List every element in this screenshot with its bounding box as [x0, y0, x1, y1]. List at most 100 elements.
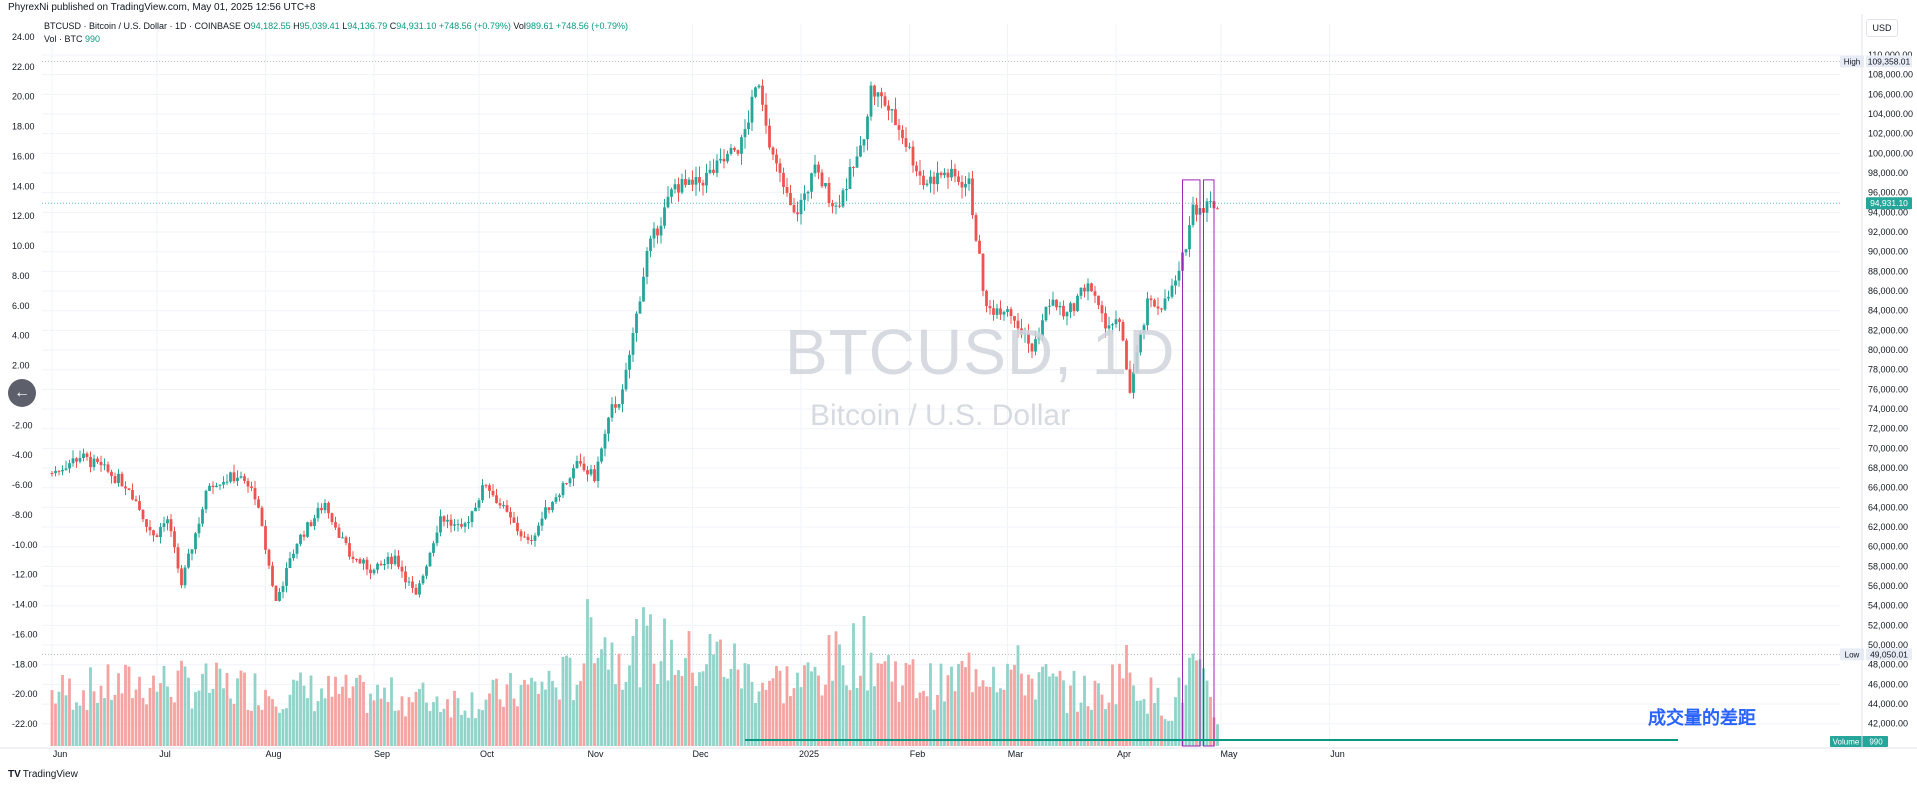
candle-body — [351, 556, 355, 560]
candle-body — [670, 189, 673, 197]
candle-body — [264, 526, 267, 550]
volume-bar — [271, 699, 274, 746]
back-arrow-button[interactable]: ← — [8, 379, 36, 407]
volume-bar — [1051, 673, 1055, 746]
volume-bar — [183, 666, 187, 746]
volume-bar — [635, 619, 638, 746]
legend-volume-value: 990 — [85, 34, 101, 44]
right-axis-tick: 46,000.00 — [1868, 679, 1908, 689]
candle-body — [1002, 311, 1006, 315]
volume-bar — [845, 685, 848, 746]
volume-bar — [743, 663, 747, 746]
candle-body — [1114, 319, 1118, 325]
volume-bar — [603, 637, 607, 746]
candle-body — [1051, 299, 1055, 306]
candle-body — [859, 145, 862, 157]
volume-bar — [218, 668, 222, 746]
volume-bar — [495, 678, 498, 746]
candle-body — [267, 549, 271, 566]
volume-bar — [537, 693, 540, 746]
volume-bar — [124, 664, 127, 746]
right-axis-tick: 84,000.00 — [1868, 306, 1908, 316]
volume-bar — [610, 642, 614, 746]
x-axis-label: Apr — [1117, 749, 1131, 759]
low-tag: Low — [1845, 650, 1860, 659]
candle-body — [908, 146, 911, 148]
candle-body — [1069, 303, 1072, 313]
candle-body — [1076, 295, 1079, 312]
volume-bar — [505, 684, 509, 746]
x-axis-label: 2025 — [799, 749, 819, 759]
candle-body — [180, 568, 183, 586]
currency-button[interactable]: USD — [1866, 19, 1898, 37]
volume-bar — [1118, 663, 1121, 746]
volume-bar — [554, 687, 558, 746]
volume-bar — [278, 712, 281, 746]
volume-bar — [855, 687, 859, 746]
volume-bar — [880, 663, 883, 746]
candle-body — [890, 109, 894, 111]
volume-bar — [1065, 713, 1069, 746]
candle-body — [141, 509, 145, 520]
candle-body — [85, 453, 89, 458]
right-axis-tick: 54,000.00 — [1868, 601, 1908, 611]
volume-bar — [729, 668, 733, 746]
volume-bar — [75, 702, 78, 746]
candle-body — [1191, 204, 1195, 226]
volume-bar — [253, 673, 257, 746]
volume-bar — [897, 701, 901, 746]
volume-bar — [1083, 675, 1086, 746]
left-axis-tick: -2.00 — [12, 420, 33, 430]
right-axis-tick: 92,000.00 — [1868, 227, 1908, 237]
volume-bar — [908, 664, 911, 746]
right-axis-tick: 100,000.00 — [1868, 148, 1913, 158]
candle-body — [582, 463, 586, 471]
legend-title[interactable]: BTCUSD · Bitcoin / U.S. Dollar · 1D · CO… — [44, 21, 242, 31]
candle-body — [558, 495, 561, 498]
volume-bar — [992, 666, 995, 746]
volume-bar — [747, 664, 750, 746]
candle-body — [306, 522, 309, 537]
tradingview-logo[interactable]: TV TradingView — [8, 769, 78, 780]
volume-bar — [362, 681, 365, 746]
volume-bar — [327, 675, 330, 746]
volume-bar — [194, 692, 197, 746]
candle-body — [131, 489, 134, 500]
candle-body — [897, 125, 901, 130]
volume-bar — [663, 618, 666, 746]
candle-body — [733, 147, 736, 151]
volume-bar — [96, 702, 99, 746]
candle-body — [218, 484, 222, 486]
legend-volume-title[interactable]: Vol · BTC — [44, 34, 83, 44]
high-tag: High — [1844, 57, 1860, 66]
candle-body — [173, 531, 176, 548]
volume-bar — [106, 664, 110, 746]
candle-body — [750, 96, 754, 123]
left-axis-tick: -20.00 — [12, 689, 38, 699]
legend-open: 94,182.55 — [250, 21, 291, 31]
candle-body — [873, 85, 876, 97]
x-axis-label: Mar — [1008, 749, 1024, 759]
candle-body — [78, 458, 82, 462]
volume-bar — [925, 696, 929, 746]
volume-bar — [449, 717, 453, 746]
legend-low-label: L — [342, 21, 348, 31]
candle-body — [943, 172, 946, 176]
candle-body — [425, 566, 428, 576]
candle-body — [110, 471, 113, 477]
candle-body — [565, 483, 568, 485]
candle-body — [183, 567, 187, 586]
volume-bar — [323, 698, 327, 746]
volume-bar — [593, 663, 596, 746]
x-axis-label: Dec — [692, 749, 709, 759]
low-price-badge-bg — [1866, 648, 1912, 661]
candle-body — [1128, 369, 1132, 393]
volume-bar — [215, 662, 218, 746]
legend-high-label: H — [293, 21, 300, 31]
candle-body — [418, 583, 421, 595]
volume-bar — [1188, 657, 1191, 746]
candle-body — [337, 527, 341, 538]
candle-body — [1132, 372, 1135, 393]
candle-body — [866, 116, 869, 140]
